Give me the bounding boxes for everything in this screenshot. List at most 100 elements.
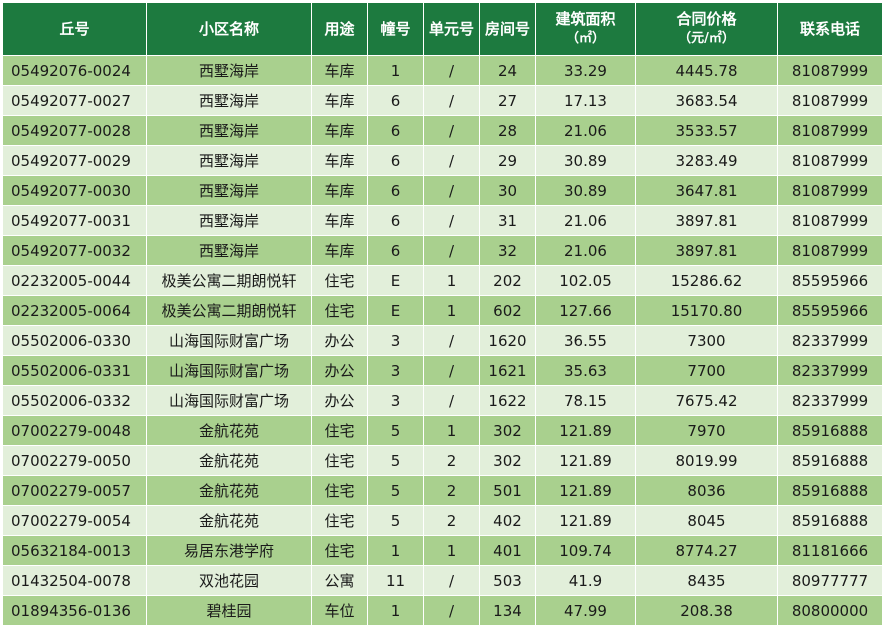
table-row: 02232005-0044 极美公寓二期朗悦轩 住宅 E 1 202 102.05 15286… — [2, 265, 883, 296]
cell-community-name: 西墅海岸 — [146, 55, 312, 86]
cell-parcel: 05492077-0029 — [2, 145, 147, 176]
cell-usage: 车库 — [311, 115, 368, 146]
cell-room-no: 27 — [479, 85, 536, 116]
cell-usage: 车库 — [311, 55, 368, 86]
cell-usage: 车库 — [311, 175, 368, 206]
cell-usage: 住宅 — [311, 265, 368, 296]
cell-community-name: 金航花苑 — [146, 475, 312, 506]
cell-community-name: 西墅海岸 — [146, 175, 312, 206]
cell-community-name: 易居东港学府 — [146, 535, 312, 566]
table-row: 02232005-0064 极美公寓二期朗悦轩 住宅 E 1 602 127.66 15170… — [2, 295, 883, 326]
table-row: 07002279-0057 金航花苑 住宅 5 2 501 121.89 8036 859168… — [2, 475, 883, 506]
header-building: 幢号 — [367, 2, 424, 56]
cell-unit-no: / — [423, 595, 480, 626]
cell-unit-no: / — [423, 325, 480, 356]
cell-parcel: 05632184-0013 — [2, 535, 147, 566]
cell-contract-price: 8019.99 — [635, 445, 778, 476]
cell-contact-phone: 85595966 — [777, 265, 883, 296]
header-area-unit: （㎡） — [565, 31, 605, 46]
cell-contact-phone: 81087999 — [777, 205, 883, 236]
table-row: 05502006-0331 山海国际财富广场 办公 3/1621 35.63 7700 82… — [2, 355, 883, 386]
cell-parcel: 05502006-0332 — [2, 385, 147, 416]
cell-room-no: 30 — [479, 175, 536, 206]
cell-building-no: 6 — [367, 85, 424, 116]
cell-contract-price: 15286.62 — [635, 265, 778, 296]
cell-parcel: 05492077-0032 — [2, 235, 147, 266]
cell-community-name: 西墅海岸 — [146, 85, 312, 116]
cell-building-no: 6 — [367, 145, 424, 176]
header-phone: 联系电话 — [777, 2, 883, 56]
cell-building-no: 1 — [367, 535, 424, 566]
cell-floor-area: 121.89 — [535, 505, 636, 536]
cell-contract-price: 8036 — [635, 475, 778, 506]
header-unit: 单元号 — [423, 2, 480, 56]
cell-contact-phone: 85595966 — [777, 295, 883, 326]
cell-community-name: 金航花苑 — [146, 505, 312, 536]
cell-usage: 车库 — [311, 145, 368, 176]
cell-contact-phone: 82337999 — [777, 325, 883, 356]
cell-community-name: 极美公寓二期朗悦轩 — [146, 295, 312, 326]
cell-unit-no: 1 — [423, 535, 480, 566]
cell-unit-no: / — [423, 145, 480, 176]
table-row: 05492077-0028 西墅海岸 车库 6/28 21.06 3533.57 81087… — [2, 115, 883, 146]
cell-building-no: E — [367, 295, 424, 326]
cell-usage: 住宅 — [311, 295, 368, 326]
cell-floor-area: 127.66 — [535, 295, 636, 326]
cell-contract-price: 8435 — [635, 565, 778, 596]
cell-parcel: 05492077-0031 — [2, 205, 147, 236]
cell-floor-area: 121.89 — [535, 445, 636, 476]
cell-unit-no: 2 — [423, 505, 480, 536]
cell-parcel: 01432504-0078 — [2, 565, 147, 596]
header-row: 丘号 小区名称 用途 幢号 单元号 房间号 建筑面积 （㎡） 合同价格 （元/㎡… — [2, 2, 883, 56]
cell-building-no: 6 — [367, 205, 424, 236]
cell-unit-no: 2 — [423, 475, 480, 506]
header-name: 小区名称 — [146, 2, 312, 56]
cell-building-no: 5 — [367, 415, 424, 446]
cell-parcel: 05492077-0030 — [2, 175, 147, 206]
cell-contract-price: 3897.81 — [635, 205, 778, 236]
cell-usage: 车库 — [311, 205, 368, 236]
cell-building-no: E — [367, 265, 424, 296]
cell-unit-no: / — [423, 205, 480, 236]
cell-unit-no: / — [423, 385, 480, 416]
cell-unit-no: / — [423, 175, 480, 206]
cell-floor-area: 78.15 — [535, 385, 636, 416]
cell-floor-area: 109.74 — [535, 535, 636, 566]
cell-contact-phone: 81087999 — [777, 55, 883, 86]
cell-room-no: 602 — [479, 295, 536, 326]
cell-usage: 车库 — [311, 235, 368, 266]
cell-community-name: 双池花园 — [146, 565, 312, 596]
cell-usage: 办公 — [311, 355, 368, 386]
cell-contract-price: 3683.54 — [635, 85, 778, 116]
cell-room-no: 501 — [479, 475, 536, 506]
cell-community-name: 西墅海岸 — [146, 115, 312, 146]
cell-contract-price: 3647.81 — [635, 175, 778, 206]
cell-usage: 住宅 — [311, 535, 368, 566]
cell-room-no: 202 — [479, 265, 536, 296]
table-body: 05492076-0024 西墅海岸 车库 1/24 33.29 4445.78 81087… — [2, 55, 883, 626]
table-row: 05632184-0013 易居东港学府 住宅 1 1 401 109.74 8774.27 8… — [2, 535, 883, 566]
table-row: 05502006-0332 山海国际财富广场 办公 3/1622 78.15 7675.4… — [2, 385, 883, 416]
header-use: 用途 — [311, 2, 368, 56]
cell-floor-area: 102.05 — [535, 265, 636, 296]
cell-floor-area: 33.29 — [535, 55, 636, 86]
cell-contact-phone: 81087999 — [777, 115, 883, 146]
cell-floor-area: 36.55 — [535, 325, 636, 356]
cell-community-name: 金航花苑 — [146, 445, 312, 476]
table-row: 07002279-0050 金航花苑 住宅 5 2 302 121.89 8019.99 859… — [2, 445, 883, 476]
cell-floor-area: 21.06 — [535, 235, 636, 266]
cell-room-no: 1622 — [479, 385, 536, 416]
cell-floor-area: 121.89 — [535, 475, 636, 506]
cell-floor-area: 121.89 — [535, 415, 636, 446]
cell-usage: 车位 — [311, 595, 368, 626]
cell-building-no: 3 — [367, 385, 424, 416]
cell-unit-no: / — [423, 355, 480, 386]
cell-room-no: 24 — [479, 55, 536, 86]
cell-parcel: 01894356-0136 — [2, 595, 147, 626]
cell-parcel: 02232005-0044 — [2, 265, 147, 296]
cell-floor-area: 47.99 — [535, 595, 636, 626]
cell-unit-no: / — [423, 235, 480, 266]
cell-contract-price: 7700 — [635, 355, 778, 386]
cell-room-no: 29 — [479, 145, 536, 176]
cell-parcel: 07002279-0057 — [2, 475, 147, 506]
